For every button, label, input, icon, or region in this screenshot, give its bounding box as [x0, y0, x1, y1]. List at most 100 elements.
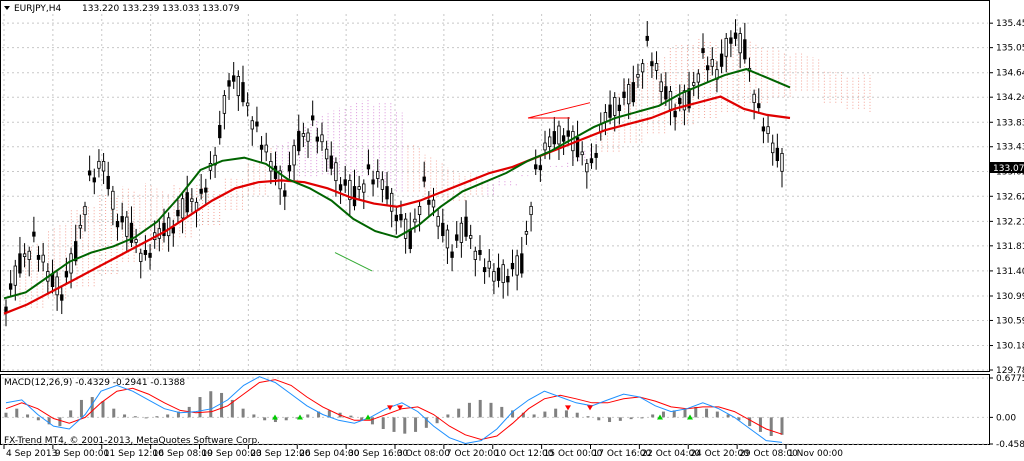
- arrow-up-icon: [365, 414, 371, 420]
- candle-body: [408, 228, 412, 249]
- y-tick-label: 134.640: [996, 69, 1024, 79]
- candle-body: [417, 205, 422, 216]
- candle-body: [678, 97, 682, 105]
- macd-grid: [2, 377, 988, 445]
- candle-body: [92, 177, 96, 183]
- triangle-down-icon[interactable]: [4, 6, 10, 10]
- candle-body: [659, 81, 663, 92]
- macd-histogram-bar: [618, 417, 622, 421]
- y-tick-label: 133.430: [996, 143, 1024, 153]
- candle-body: [682, 90, 687, 111]
- candle-body: [338, 184, 343, 191]
- y-tick-label: 131.810: [996, 242, 1024, 252]
- candle-body: [501, 264, 505, 283]
- macd-histogram-bar: [133, 416, 137, 418]
- x-tick-label: 29 Oct 08:00: [739, 449, 798, 459]
- candle-body: [515, 255, 519, 276]
- candle-body: [348, 179, 352, 201]
- candle-body: [464, 216, 468, 237]
- candle-body: [585, 163, 589, 173]
- macd-histogram-bar: [198, 397, 202, 418]
- ohlc-label: 133.220 133.239 133.033 133.079: [82, 4, 240, 14]
- macd-histogram-bar: [26, 414, 30, 418]
- macd-histogram-bar: [112, 408, 116, 418]
- macd-histogram-bar: [521, 412, 525, 418]
- y-tick-label: 134.240: [996, 93, 1024, 103]
- moving-averages: [3, 68, 791, 315]
- macd-histogram-bar: [608, 417, 612, 423]
- y-tick-label: 131.400: [996, 267, 1024, 277]
- candle-body: [403, 218, 408, 239]
- macd-histogram-bar: [241, 408, 245, 418]
- ma-fast-line: [3, 68, 791, 300]
- candle-body: [775, 147, 780, 162]
- macd-y-tick-label: 0.6775: [996, 374, 1024, 384]
- trend-lines: [334, 102, 591, 272]
- macd-histogram-bar: [230, 399, 234, 418]
- arrow-up-icon: [657, 414, 663, 420]
- arrow-up-icon: [297, 414, 303, 420]
- candle-body: [97, 160, 101, 169]
- candle-body: [352, 186, 357, 207]
- candle-body: [631, 82, 635, 103]
- candle-body: [654, 63, 659, 71]
- macd-histogram-bar: [79, 399, 83, 418]
- symbol-label: EURJPY,H4: [14, 4, 62, 14]
- candle-body: [552, 131, 556, 145]
- current-price-tag: [990, 162, 1024, 173]
- y-tick-label: 130.180: [996, 342, 1024, 352]
- candle-body: [543, 142, 547, 151]
- macd-indicator: [4, 376, 784, 445]
- x-tick-label: 24 Oct 20:00: [690, 449, 749, 459]
- macd-histogram-bar: [252, 414, 256, 418]
- y-tick-label: 135.450: [996, 19, 1024, 29]
- candle-body: [626, 84, 631, 105]
- candle-body: [343, 179, 347, 186]
- candle-body: [650, 61, 654, 67]
- candle-body: [227, 80, 231, 87]
- macd-histogram-bar: [263, 417, 267, 421]
- macd-histogram-bar: [155, 416, 159, 418]
- candle-body: [134, 239, 138, 243]
- macd-histogram-bar: [295, 417, 299, 419]
- candle-body: [733, 32, 738, 39]
- candle-body: [692, 82, 696, 86]
- candle-body: [589, 158, 594, 164]
- macd-histogram-bar: [69, 410, 73, 418]
- candle-body: [385, 186, 389, 200]
- candle-body: [222, 95, 227, 114]
- main-grid: [2, 14, 988, 371]
- macd-histogram-bar: [414, 417, 418, 432]
- candle-body: [473, 250, 477, 260]
- candle-body: [561, 135, 566, 142]
- candle-body: [524, 231, 529, 235]
- candle-body: [283, 190, 287, 197]
- macd-histogram-bar: [123, 414, 127, 418]
- candle-body: [311, 115, 315, 121]
- macd-histogram-bar: [144, 417, 148, 419]
- macd-histogram-bar: [683, 408, 687, 418]
- candle-body: [696, 73, 701, 83]
- candle-body: [566, 130, 570, 137]
- trend-line-red-upper: [527, 102, 591, 119]
- candle-body: [705, 65, 710, 71]
- x-tick-label: 30 Sep 16:00: [348, 449, 408, 459]
- y-tick-label: 129.780: [996, 366, 1024, 376]
- arrow-down-icon: [397, 405, 403, 411]
- x-tick-label: 19 Sep 00:00: [202, 449, 262, 459]
- candle-body: [115, 220, 120, 228]
- macd-histogram-bar: [392, 417, 396, 432]
- macd-histogram-bar: [101, 401, 105, 418]
- candle-body: [78, 224, 83, 229]
- candle-body: [111, 190, 115, 210]
- candle-body: [701, 48, 705, 54]
- candle-body: [450, 251, 454, 258]
- x-tick-label: 4 Sep 2013: [6, 449, 57, 459]
- ichimoku-cloud: [19, 38, 871, 308]
- candle-body: [357, 186, 361, 190]
- macd-histogram-bar: [769, 417, 773, 436]
- candle-body: [101, 161, 106, 172]
- candle-body: [399, 214, 403, 221]
- macd-histogram-bar: [694, 406, 698, 418]
